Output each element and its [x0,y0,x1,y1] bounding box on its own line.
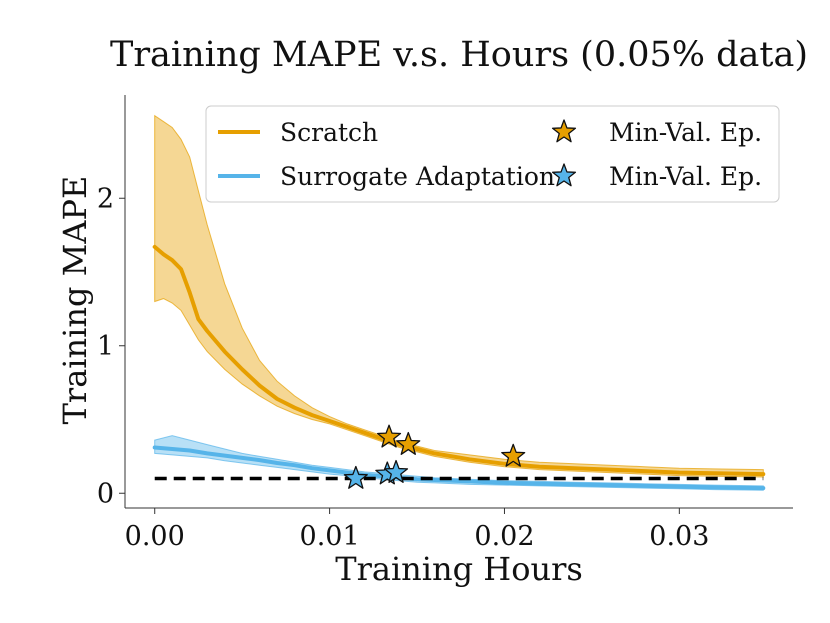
legend: Scratch Min-Val. Ep. Surrogate Adaptation M… [205,105,780,203]
chart-title: Training MAPE v.s. Hours (0.05% data) [110,35,808,75]
plot-area [152,114,766,491]
axes: 0.00 0.01 0.02 0.03 0 1 2 [97,95,793,552]
y-tick-label: 2 [97,183,114,214]
legend-label: Min-Val. Ep. [609,162,762,191]
surrogate-adaptation-min-val-star [343,465,368,489]
scratch-min-val-star [376,424,402,448]
x-axis-label: Training Hours [335,550,583,588]
x-tick-label: 0.01 [300,521,360,552]
scratch-min-val-star [396,431,421,455]
y-tick-label: 0 [97,478,114,509]
y-axis-label: Training MAPE [56,176,94,425]
x-tick-label: 0.02 [474,521,534,552]
surrogate-adaptation-line [152,445,766,491]
legend-label: Surrogate Adaptation [280,162,555,191]
legend-label: Scratch [280,118,378,147]
scratch-line [152,244,766,477]
legend-label: Min-Val. Ep. [609,118,762,147]
x-tick-label: 0.00 [125,521,185,552]
scratch-min-val-star [501,443,526,467]
legend-box [205,105,780,203]
legend-star [551,163,577,187]
surrogate-adaptation-min-val-star [383,459,409,483]
scratch-band [154,114,764,478]
y-tick-label: 1 [97,331,114,362]
legend-star [551,119,577,143]
x-tick-label: 0.03 [649,521,709,552]
